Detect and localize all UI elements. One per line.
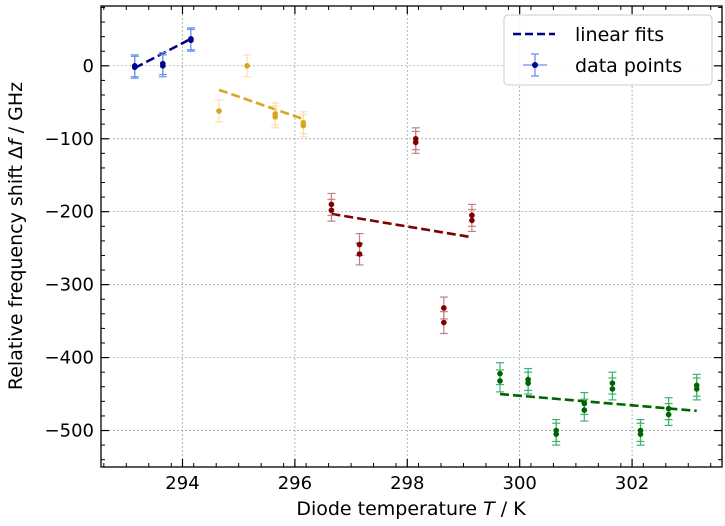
data-point xyxy=(441,319,447,326)
data-point xyxy=(665,411,672,418)
y-tick-label: −500 xyxy=(45,421,94,442)
x-tick-label: 302 xyxy=(615,473,649,494)
data-point xyxy=(356,251,363,257)
data-points xyxy=(131,36,700,437)
legend-fit-label: linear fits xyxy=(575,24,664,46)
data-point xyxy=(581,407,588,413)
data-point xyxy=(525,380,531,386)
axis-ticks xyxy=(101,6,722,467)
legend-points-swatch xyxy=(523,53,547,77)
data-point xyxy=(497,378,503,384)
data-point xyxy=(469,212,475,219)
data-point xyxy=(216,108,222,114)
y-tick-label: −300 xyxy=(45,275,94,296)
plot-frame xyxy=(100,5,723,468)
data-point xyxy=(328,201,335,208)
y-tick-label: −400 xyxy=(45,348,94,369)
error-bars xyxy=(130,27,701,446)
data-point xyxy=(328,207,335,214)
data-point xyxy=(160,63,166,69)
legend: linear fits data points xyxy=(503,14,713,86)
fit-line xyxy=(218,88,304,121)
data-point xyxy=(469,217,475,224)
fit-line xyxy=(331,212,473,239)
data-point xyxy=(441,305,447,311)
data-point xyxy=(300,122,307,129)
x-axis-title: Diode temperature T / K xyxy=(296,498,526,520)
x-tick-label: 298 xyxy=(390,473,424,494)
data-point xyxy=(272,114,279,120)
data-point xyxy=(131,64,138,71)
y-tick-labels: 0 −100 −200 −300 −400 −500 xyxy=(45,56,94,442)
x-tick-label: 300 xyxy=(503,473,537,494)
legend-points-label: data points xyxy=(575,55,682,77)
x-tick-label: 294 xyxy=(165,473,199,494)
data-point xyxy=(693,386,700,392)
fit-lines xyxy=(134,37,697,413)
data-point xyxy=(497,370,503,377)
fit-line xyxy=(499,392,697,413)
data-point xyxy=(581,400,588,407)
data-point xyxy=(244,63,250,69)
data-point xyxy=(609,380,616,386)
y-tick-label: −200 xyxy=(45,202,94,223)
y-tick-label: −100 xyxy=(45,129,94,150)
data-point xyxy=(609,386,616,392)
data-point xyxy=(637,431,644,437)
data-point xyxy=(188,37,194,44)
data-point xyxy=(356,241,363,248)
data-point xyxy=(553,431,560,437)
y-tick-label: 0 xyxy=(83,56,94,77)
data-point xyxy=(665,405,672,412)
x-tick-label: 296 xyxy=(278,473,312,494)
legend-box xyxy=(503,14,713,86)
x-tick-labels: 294 296 298 300 302 xyxy=(165,473,649,494)
y-axis-title: Relative frequency shift Δf / GHz xyxy=(5,82,27,390)
data-point xyxy=(412,139,419,146)
